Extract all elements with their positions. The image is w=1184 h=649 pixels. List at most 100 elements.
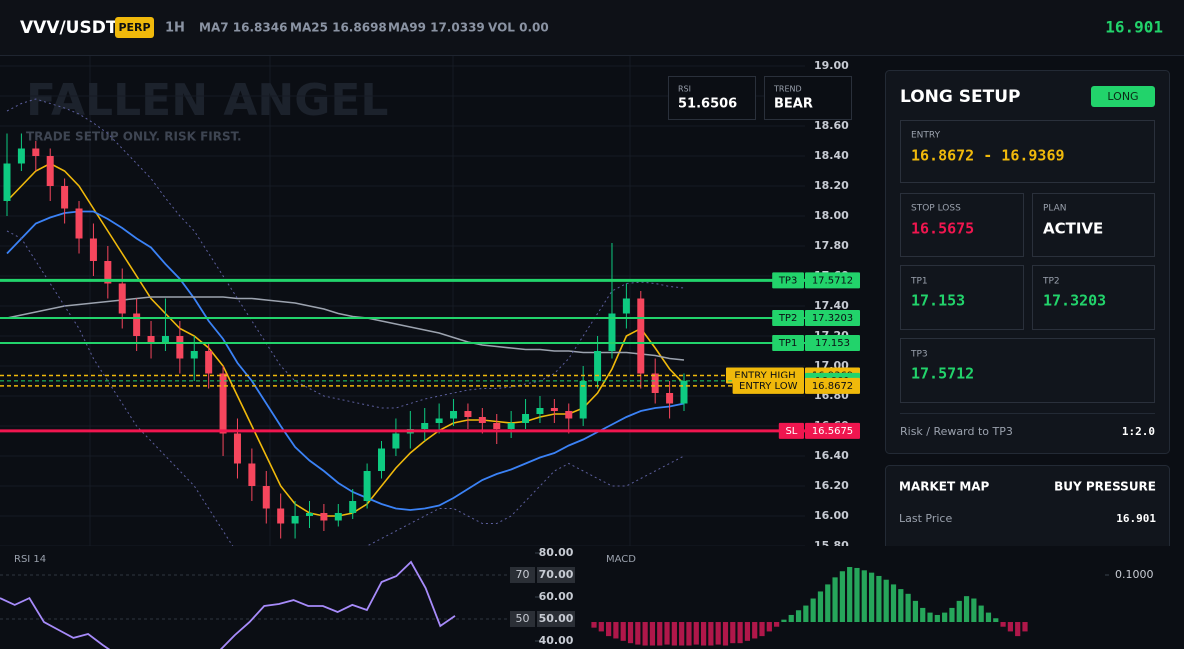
candle-body [378,448,386,472]
macd-bar [1007,622,1013,632]
tp1-box [900,265,1024,330]
candle-body [219,373,227,434]
rsi-level-label-tag [537,566,575,583]
rsi-level-label: 70.00 [539,568,574,581]
side-label[interactable]: LONG [1107,90,1138,103]
tp3-value: 17.5712 [911,365,974,383]
rr-label: Risk / Reward to TP3 [900,425,1013,438]
macd-bar [620,622,626,641]
level-label-tag [772,335,804,352]
side-button[interactable] [1091,86,1155,107]
y-tick-label: 80.00 [539,546,574,559]
macd-bar [671,622,677,646]
symbol: VVV/USDT [20,18,118,38]
market-state: BUY PRESSURE [1054,480,1156,494]
level-label: TP1 [778,338,798,349]
level-label: TP3 [778,275,798,286]
candle-body [363,471,371,502]
candle-body [579,381,587,419]
macd-bar [876,575,882,623]
candle-body [147,336,155,344]
macd-bar [912,600,919,623]
tp2-label: TP2 [1042,277,1060,287]
level-value-tag [805,422,860,439]
candle-body [248,463,256,487]
candle-body [176,336,184,359]
y-tick-label: 16.00 [814,509,849,522]
entry-box [900,120,1155,183]
last-label: Last Price [899,512,952,525]
macd-bar [788,614,794,623]
badge-bg [115,17,154,38]
market-title: MARKET MAP [899,480,990,494]
candle-body [190,351,198,359]
rsi-level-tag [510,566,535,583]
macd-bar [774,622,780,627]
macd-bar [657,622,663,646]
candle-body [3,163,11,202]
candle-body [349,501,357,514]
plan-label: PLAN [1043,204,1067,214]
y-tick-label: 18.40 [814,149,849,162]
volume-readout: VOL 0.00 [488,21,549,35]
plan-value: ACTIVE [1043,220,1103,238]
macd-bar [883,579,889,623]
macd-bar [868,572,875,623]
macd-bar [942,612,948,623]
badge: PERP [118,21,150,34]
macd-bar [890,584,897,623]
levels: 17.5712TP317.3203TP217.153TP116.9369ENTR… [0,272,860,439]
tp3-box [900,338,1155,403]
macd-bar [627,622,634,644]
tp2-box [1032,265,1155,330]
level-label-tag [772,309,804,326]
macd-bar [722,622,729,646]
candle-body [435,418,443,424]
macd-bar [737,622,743,644]
macd-bar [613,622,619,639]
candle-body [421,423,429,430]
level-value-tag [805,377,860,394]
level-label: TP2 [778,313,798,324]
stats: RSI 51.6506 TREND BEAR [668,76,852,120]
stat-label: RSI [678,85,691,94]
candle-body [464,411,472,418]
rsi-plot [0,560,508,649]
macd-bar [810,598,816,623]
macd-bar [730,622,736,644]
macd-bar [1000,622,1006,627]
y-tick-label: 17.80 [814,239,849,252]
rsi-chart: 80.00 60.00 40.00 70 70.00 50 50.00 [0,546,575,649]
stat-value: BEAR [774,97,813,112]
rsi-level-value: 50 [516,612,530,625]
candle-body [46,156,54,187]
price-plot [3,98,688,546]
entry-label: ENTRY [911,131,941,141]
candle-body [637,298,645,374]
candle-body [478,417,486,424]
candle-body [291,516,299,524]
level-value-tag [805,335,860,352]
indicator-line [6,230,685,546]
macd-bar [744,622,751,641]
candle-body [305,513,313,517]
tp2-value: 17.3203 [1043,292,1106,310]
y-tick-label: 18.60 [814,119,849,132]
y-tick-label: 40.00 [539,634,574,647]
macd-bar [664,622,670,645]
candle-body [651,373,659,394]
panel-card [885,70,1170,454]
candle-body [622,298,630,314]
candle-body [61,186,69,209]
ma99-readout: MA99 17.0339 [388,21,485,35]
level-value-tag [805,272,860,289]
stat-label: TREND [773,85,802,94]
interval[interactable]: 1H [165,21,185,36]
macd-plot [591,567,1028,646]
level-label: ENTRY HIGH [734,370,795,381]
macd-bar [832,577,838,623]
stat-box [764,76,852,120]
y-tick-label: 16.40 [814,449,849,462]
macd-bar [686,622,692,646]
setup-panel: LONG SETUP LONG ENTRY 16.8672 - 16.9369 … [885,70,1170,566]
